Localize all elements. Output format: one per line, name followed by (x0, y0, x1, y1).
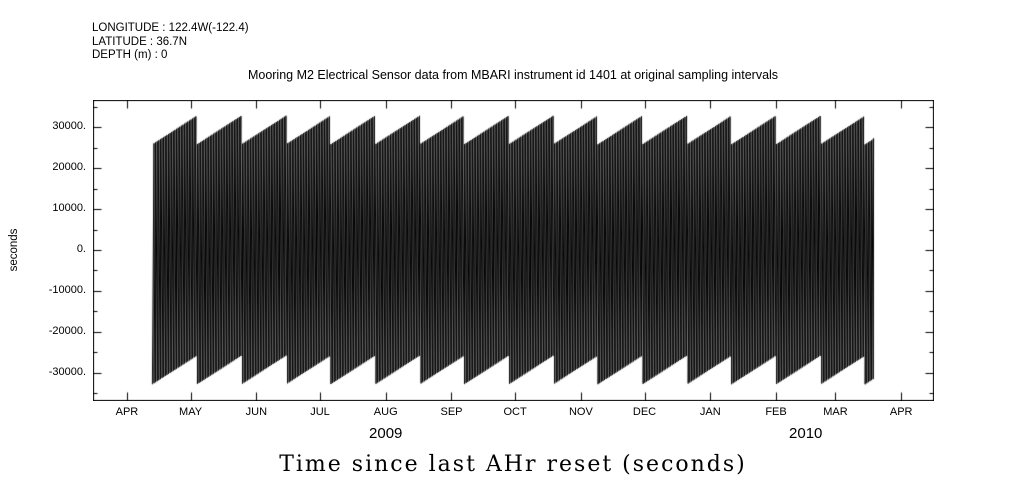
x-tick-label: NOV (568, 406, 593, 418)
y-tick-label: 10000. (52, 202, 86, 215)
x-tick-label: JUL (310, 406, 330, 418)
x-tick-label: OCT (503, 406, 527, 418)
y-tick-label: -10000. (48, 283, 86, 296)
y-tick-label: -30000. (48, 365, 86, 378)
year-label-2010: 2010 (789, 425, 823, 442)
x-tick-label: MAR (823, 406, 848, 418)
x-tick-label: SEP (440, 406, 463, 418)
depth-line: DEPTH (m) : 0 (92, 49, 168, 61)
plot-area (93, 100, 934, 401)
x-tick-label: AUG (373, 406, 398, 418)
y-tick-label: 20000. (52, 161, 86, 174)
chart-title: Mooring M2 Electrical Sensor data from M… (247, 68, 779, 82)
x-tick-label: FEB (765, 406, 787, 418)
y-tick-label: -20000. (48, 324, 86, 337)
x-tick-label: APR (889, 406, 913, 418)
longitude-line: LONGITUDE : 122.4W(-122.4) (92, 22, 249, 34)
x-tick-label: DEC (632, 406, 657, 418)
x-tick-label: APR (115, 406, 139, 418)
x-axis-title: Time since last AHr reset (seconds) (279, 452, 747, 477)
x-tick-label: MAY (179, 406, 203, 418)
x-tick-label: JAN (699, 406, 721, 418)
station-info-block: LONGITUDE : 122.4W(-122.4) LATITUDE : 36… (92, 22, 249, 63)
y-tick-label: 0. (76, 243, 86, 255)
latitude-line: LATITUDE : 36.7N (92, 35, 188, 48)
year-label-2009: 2009 (369, 425, 403, 442)
x-tick-label: JUN (245, 406, 268, 418)
y-tick-label: 30000. (52, 120, 86, 133)
